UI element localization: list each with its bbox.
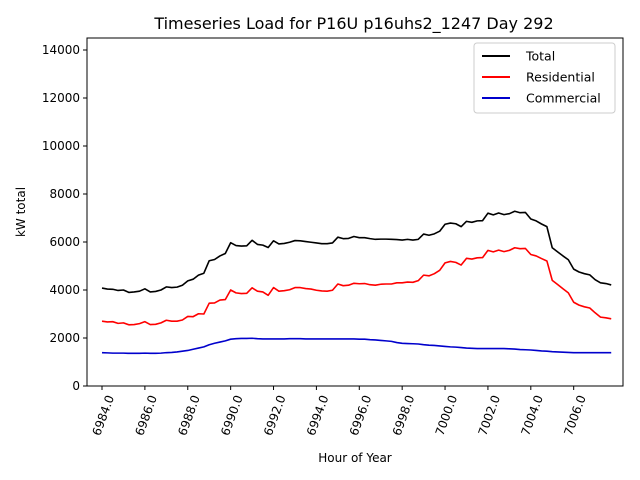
x-axis: 6984.0 6986.0 6988.0 6990.0 6992.0 6994.0 6996… bbox=[90, 386, 589, 438]
series-line-commercial bbox=[101, 337, 612, 355]
y-tick-label: 8000 bbox=[49, 187, 80, 201]
legend-label-commercial: Commercial bbox=[526, 91, 601, 106]
x-tick-label: 7002.0 bbox=[475, 393, 503, 437]
y-tick-label: 14000 bbox=[42, 43, 80, 57]
y-tick-label: 0 bbox=[72, 379, 80, 393]
x-tick-label: 7004.0 bbox=[518, 393, 546, 437]
series-line-residential bbox=[101, 246, 612, 326]
chart-title: Timeseries Load for P16U p16uhs2_1247 Da… bbox=[153, 14, 553, 34]
y-tick-label: 10000 bbox=[42, 139, 80, 153]
legend-label-residential: Residential bbox=[526, 70, 595, 85]
x-tick-label: 6988.0 bbox=[175, 393, 203, 437]
plot-frame bbox=[86, 37, 624, 387]
y-tick-label: 2000 bbox=[49, 331, 80, 345]
x-tick-label: 7000.0 bbox=[433, 393, 461, 437]
x-tick-label: 6992.0 bbox=[261, 393, 289, 437]
y-axis: 0 2000 4000 6000 8000 10000 12000 14000 bbox=[42, 43, 87, 393]
x-axis-label: Hour of Year bbox=[318, 451, 392, 465]
x-tick-label: 6986.0 bbox=[132, 393, 160, 437]
legend: Total Residential Commercial bbox=[473, 42, 616, 114]
x-tick-label: 6996.0 bbox=[347, 393, 375, 437]
x-tick-label: 7006.0 bbox=[561, 393, 589, 437]
y-axis-label: kW total bbox=[14, 187, 28, 237]
x-tick-label: 6994.0 bbox=[304, 393, 332, 437]
legend-label-total: Total bbox=[525, 49, 555, 64]
y-tick-label: 4000 bbox=[49, 283, 80, 297]
y-tick-label: 6000 bbox=[49, 235, 80, 249]
legend-box bbox=[473, 42, 616, 114]
y-tick-label: 12000 bbox=[42, 91, 80, 105]
x-tick-label: 6990.0 bbox=[218, 393, 246, 437]
series-line-total bbox=[101, 210, 612, 294]
x-tick-label: 6998.0 bbox=[390, 393, 418, 437]
x-tick-label: 6984.0 bbox=[90, 393, 118, 437]
series-layer bbox=[101, 210, 612, 355]
